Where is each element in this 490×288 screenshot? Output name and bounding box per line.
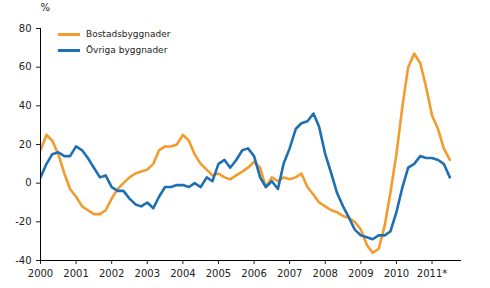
svg-text:0: 0 [25,177,31,188]
svg-text:2006: 2006 [241,268,266,279]
svg-text:40: 40 [19,100,32,111]
svg-text:2001: 2001 [63,268,88,279]
svg-text:2000: 2000 [28,268,53,279]
svg-text:2008: 2008 [313,268,338,279]
svg-text:%: % [41,2,51,13]
svg-text:-20: -20 [15,216,31,227]
svg-text:2005: 2005 [206,268,231,279]
svg-text:-40: -40 [15,255,31,266]
svg-text:20: 20 [19,139,32,150]
svg-text:2010: 2010 [384,268,409,279]
svg-text:2011*: 2011* [417,268,447,279]
svg-text:2007: 2007 [277,268,302,279]
svg-text:2003: 2003 [135,268,160,279]
svg-text:2009: 2009 [348,268,373,279]
html-text:Bostadsbyggnader: Bostadsbyggnader [86,29,171,39]
svg-text:80: 80 [19,23,32,34]
svg-text:2004: 2004 [170,268,195,279]
svg-text:60: 60 [19,61,32,72]
html-text:Övriga byggnader: Övriga byggnader [86,45,168,55]
svg-text:2002: 2002 [99,268,124,279]
